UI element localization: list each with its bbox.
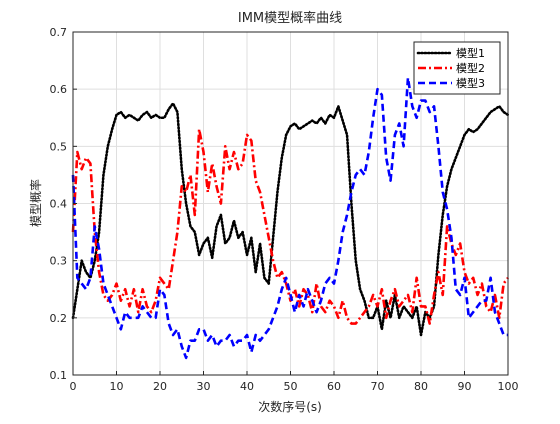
x-axis-ticks: 0 10 20 30 40 50 60 70 80 90 100 (70, 371, 519, 393)
legend-box (413, 41, 501, 95)
y-tick-label: 0.3 (50, 255, 68, 268)
legend-label-2: 模型2 (456, 61, 485, 75)
x-tick-label: 0 (70, 380, 77, 393)
legend: 模型1 模型2 模型3 (413, 41, 501, 95)
x-tick-label: 20 (153, 380, 167, 393)
x-tick-label: 50 (284, 380, 298, 393)
y-tick-label: 0.2 (50, 312, 68, 325)
x-tick-label: 40 (240, 380, 254, 393)
y-axis-ticks: 0.1 0.2 0.3 0.4 0.5 0.6 0.7 (50, 26, 77, 382)
x-tick-label: 100 (498, 380, 519, 393)
x-tick-label: 80 (414, 380, 428, 393)
x-tick-label: 30 (197, 380, 211, 393)
y-tick-label: 0.6 (50, 83, 68, 96)
y-tick-label: 0.1 (50, 369, 68, 382)
x-axis-label: 次数序号(s) (258, 399, 322, 414)
y-tick-label: 0.7 (50, 26, 68, 39)
x-tick-label: 70 (371, 380, 385, 393)
series-line-3 (71, 76, 508, 360)
series-line-1 (71, 102, 510, 337)
legend-label-3: 模型3 (456, 76, 485, 90)
x-tick-label: 90 (458, 380, 472, 393)
y-axis-label: 模型概率 (28, 179, 43, 227)
chart-title: IMM模型概率曲线 (238, 10, 342, 26)
x-tick-label: 10 (110, 380, 124, 393)
y-tick-label: 0.5 (50, 140, 68, 153)
legend-label-1: 模型1 (456, 46, 485, 60)
series-line-2 (71, 127, 510, 325)
y-tick-label: 0.4 (50, 198, 68, 211)
series-layer (71, 76, 510, 360)
x-tick-label: 60 (327, 380, 341, 393)
